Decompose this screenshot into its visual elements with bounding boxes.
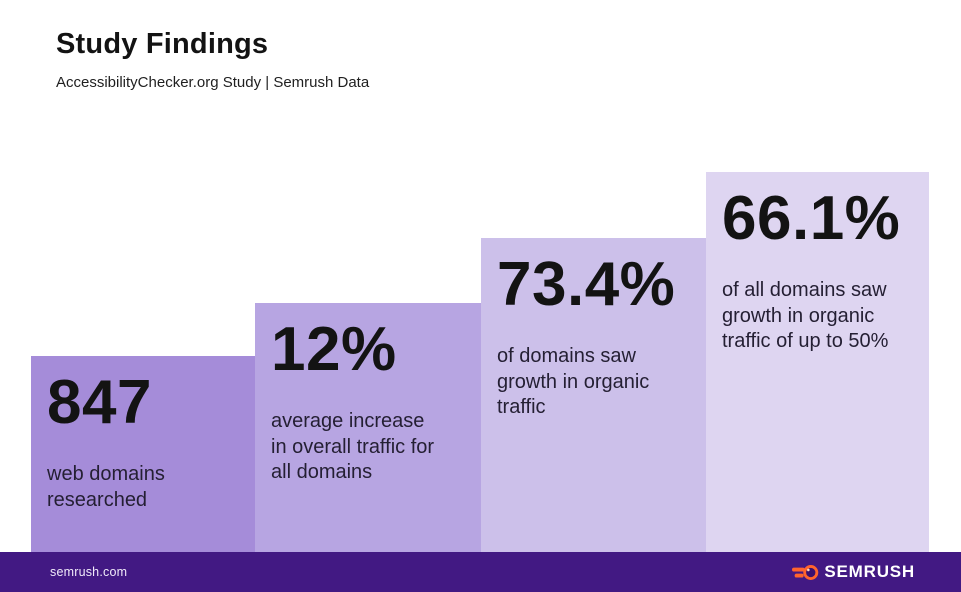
stat-bar-organic-growth: 73.4% of domains saw growth in organic t… xyxy=(481,238,706,552)
semrush-wordmark: SEMRUSH xyxy=(824,562,915,581)
page-title: Study Findings xyxy=(56,28,269,60)
stat-description: of domains saw growth in organic traffic xyxy=(497,345,650,419)
stat-value: 12% xyxy=(271,315,397,384)
stat-description: average increase in overall traffic for … xyxy=(271,410,435,484)
stat-description: of all domains saw growth in organic tra… xyxy=(722,279,889,353)
stat-value: 847 xyxy=(47,368,152,437)
stat-bar-average-increase: 12% average increase in overall traffic … xyxy=(255,303,481,552)
stat-value: 73.4% xyxy=(497,250,676,319)
subtitle: AccessibilityChecker.org Study | Semrush… xyxy=(56,74,370,91)
stat-description: web domains researched xyxy=(47,463,165,511)
footer-bar: semrush.com SEMRUSH xyxy=(0,552,961,592)
stat-bar-domains-researched: 847 web domains researched xyxy=(31,356,255,552)
semrush-logo: SEMRUSH xyxy=(792,562,915,583)
stat-value: 66.1% xyxy=(722,184,901,253)
semrush-flame-icon xyxy=(792,564,819,580)
stat-bar-growth-up-to-50: 66.1% of all domains saw growth in organ… xyxy=(706,172,929,552)
footer-website: semrush.com xyxy=(50,565,128,579)
